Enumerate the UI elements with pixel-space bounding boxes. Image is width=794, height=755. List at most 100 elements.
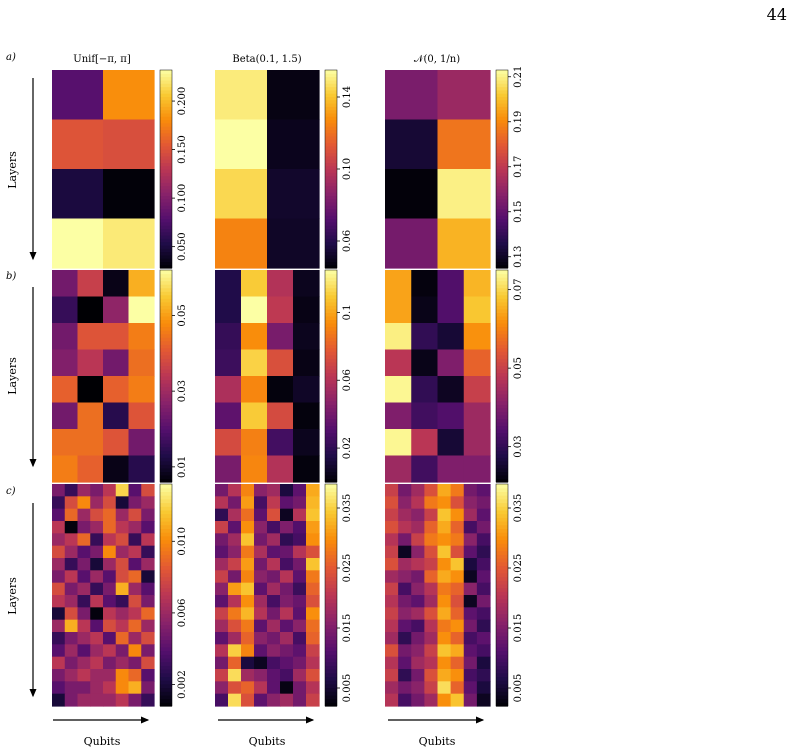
- colorbar-tick-label: 0.050: [177, 232, 188, 261]
- colorbar-segment: [160, 524, 172, 529]
- heatmap-cell: [385, 218, 439, 269]
- heatmap-cell: [437, 632, 452, 645]
- heatmap-cell: [293, 669, 307, 682]
- heatmap-cell: [215, 429, 242, 457]
- colorbar-segment: [496, 136, 508, 140]
- heatmap-cell: [437, 270, 465, 298]
- heatmap-cell: [215, 296, 242, 324]
- heatmap-cell: [463, 521, 478, 534]
- colorbar-frame: [159, 269, 173, 483]
- colorbar-segment: [496, 580, 508, 585]
- colorbar-segment: [325, 165, 337, 170]
- colorbar-segment: [496, 188, 508, 193]
- colorbar-segment: [160, 587, 172, 592]
- colorbar-segment: [496, 397, 508, 402]
- colorbar-segment: [160, 471, 172, 476]
- heatmap-cell: [215, 681, 229, 695]
- heatmap-cell: [385, 545, 399, 559]
- colorbar-segment: [325, 550, 337, 555]
- colorbar-segment: [160, 175, 172, 180]
- colorbar-segment: [325, 386, 337, 391]
- heatmap-cell: [77, 619, 91, 633]
- heatmap-cell: [241, 656, 255, 670]
- heatmap-cell: [463, 632, 478, 645]
- heatmap-cell: [463, 681, 478, 695]
- heatmap-cell: [450, 632, 465, 645]
- heatmap-cell: [215, 545, 229, 559]
- heatmap-cell: [267, 558, 281, 571]
- colorbar-segment: [325, 119, 337, 124]
- heatmap-cell: [52, 693, 66, 707]
- heatmap-cell: [228, 558, 242, 571]
- heatmap-cell: [241, 644, 255, 658]
- heatmap-cell: [128, 558, 142, 571]
- colorbar-segment: [325, 178, 337, 183]
- colorbar-segment: [496, 126, 508, 130]
- heatmap-cell: [241, 681, 255, 695]
- heatmap-cell: [241, 558, 255, 571]
- heatmap-cell: [228, 619, 242, 633]
- heatmap-cell: [103, 669, 117, 682]
- heatmap-cell: [103, 218, 155, 269]
- heatmap-cell: [241, 533, 255, 547]
- heatmap-cell: [437, 484, 452, 497]
- colorbar-segment: [325, 624, 337, 629]
- heatmap-cell: [385, 644, 399, 658]
- heatmap-cell: [306, 607, 320, 621]
- heatmap-cell: [280, 521, 294, 534]
- heatmap-cell: [385, 619, 399, 633]
- colorbar-segment: [160, 450, 172, 455]
- colorbar-segment: [325, 198, 337, 203]
- colorbar-segment: [325, 79, 337, 84]
- heatmap-cell: [385, 376, 412, 404]
- colorbar-segment: [325, 528, 337, 533]
- colorbar-segment: [496, 215, 508, 220]
- colorbar-segment: [325, 657, 337, 663]
- heatmap-cell: [476, 496, 491, 510]
- colorbar-tick-label: 0.010: [177, 527, 188, 556]
- colorbar-segment: [160, 368, 172, 374]
- heatmap-cell: [437, 570, 452, 584]
- heatmap-cell: [90, 570, 104, 584]
- colorbar-segment: [496, 411, 508, 416]
- heatmap-cell: [103, 376, 130, 404]
- heatmap-cell: [293, 376, 320, 404]
- heatmap-cell: [437, 533, 452, 547]
- colorbar-segment: [496, 185, 508, 190]
- colorbar-segment: [496, 676, 508, 681]
- heatmap-c-1: 0.002 0.006 0.010: [52, 483, 188, 707]
- heatmap-cell: [215, 376, 242, 404]
- heatmap-cell: [77, 376, 104, 404]
- heatmap-cell: [424, 607, 439, 621]
- colorbar-segment: [496, 208, 508, 213]
- colorbar-frame: [159, 69, 173, 269]
- heatmap-cell: [90, 484, 104, 497]
- heatmap-cell: [141, 484, 155, 497]
- colorbar-segment: [160, 152, 172, 157]
- colorbar-segment: [160, 554, 172, 559]
- heatmap-cell: [424, 558, 439, 571]
- colorbar-segment: [160, 96, 172, 101]
- colorbar-segment: [496, 155, 508, 160]
- heatmap-cell: [115, 508, 130, 522]
- colorbar-segment: [496, 617, 508, 622]
- colorbar-segment: [325, 70, 337, 74]
- colorbar-segment: [496, 264, 508, 269]
- colorbar-segment: [496, 467, 508, 472]
- colorbar-segment: [496, 606, 508, 611]
- heatmap-cell: [437, 218, 491, 269]
- heatmap-cell: [215, 169, 268, 220]
- heatmap-cell: [293, 693, 307, 707]
- heatmap-cell: [398, 496, 412, 510]
- colorbar-segment: [160, 73, 172, 78]
- colorbar-segment: [325, 155, 337, 160]
- colorbar-segment: [160, 460, 172, 465]
- colorbar-segment: [160, 598, 172, 603]
- colorbar-segment: [325, 351, 337, 356]
- heatmap-cell: [437, 607, 452, 621]
- heatmap-cell: [141, 521, 155, 534]
- heatmap-cell: [411, 402, 439, 430]
- heatmap-cell: [411, 570, 425, 584]
- colorbar-tick-label: 0.06: [342, 230, 353, 252]
- heatmap-cell: [476, 582, 491, 596]
